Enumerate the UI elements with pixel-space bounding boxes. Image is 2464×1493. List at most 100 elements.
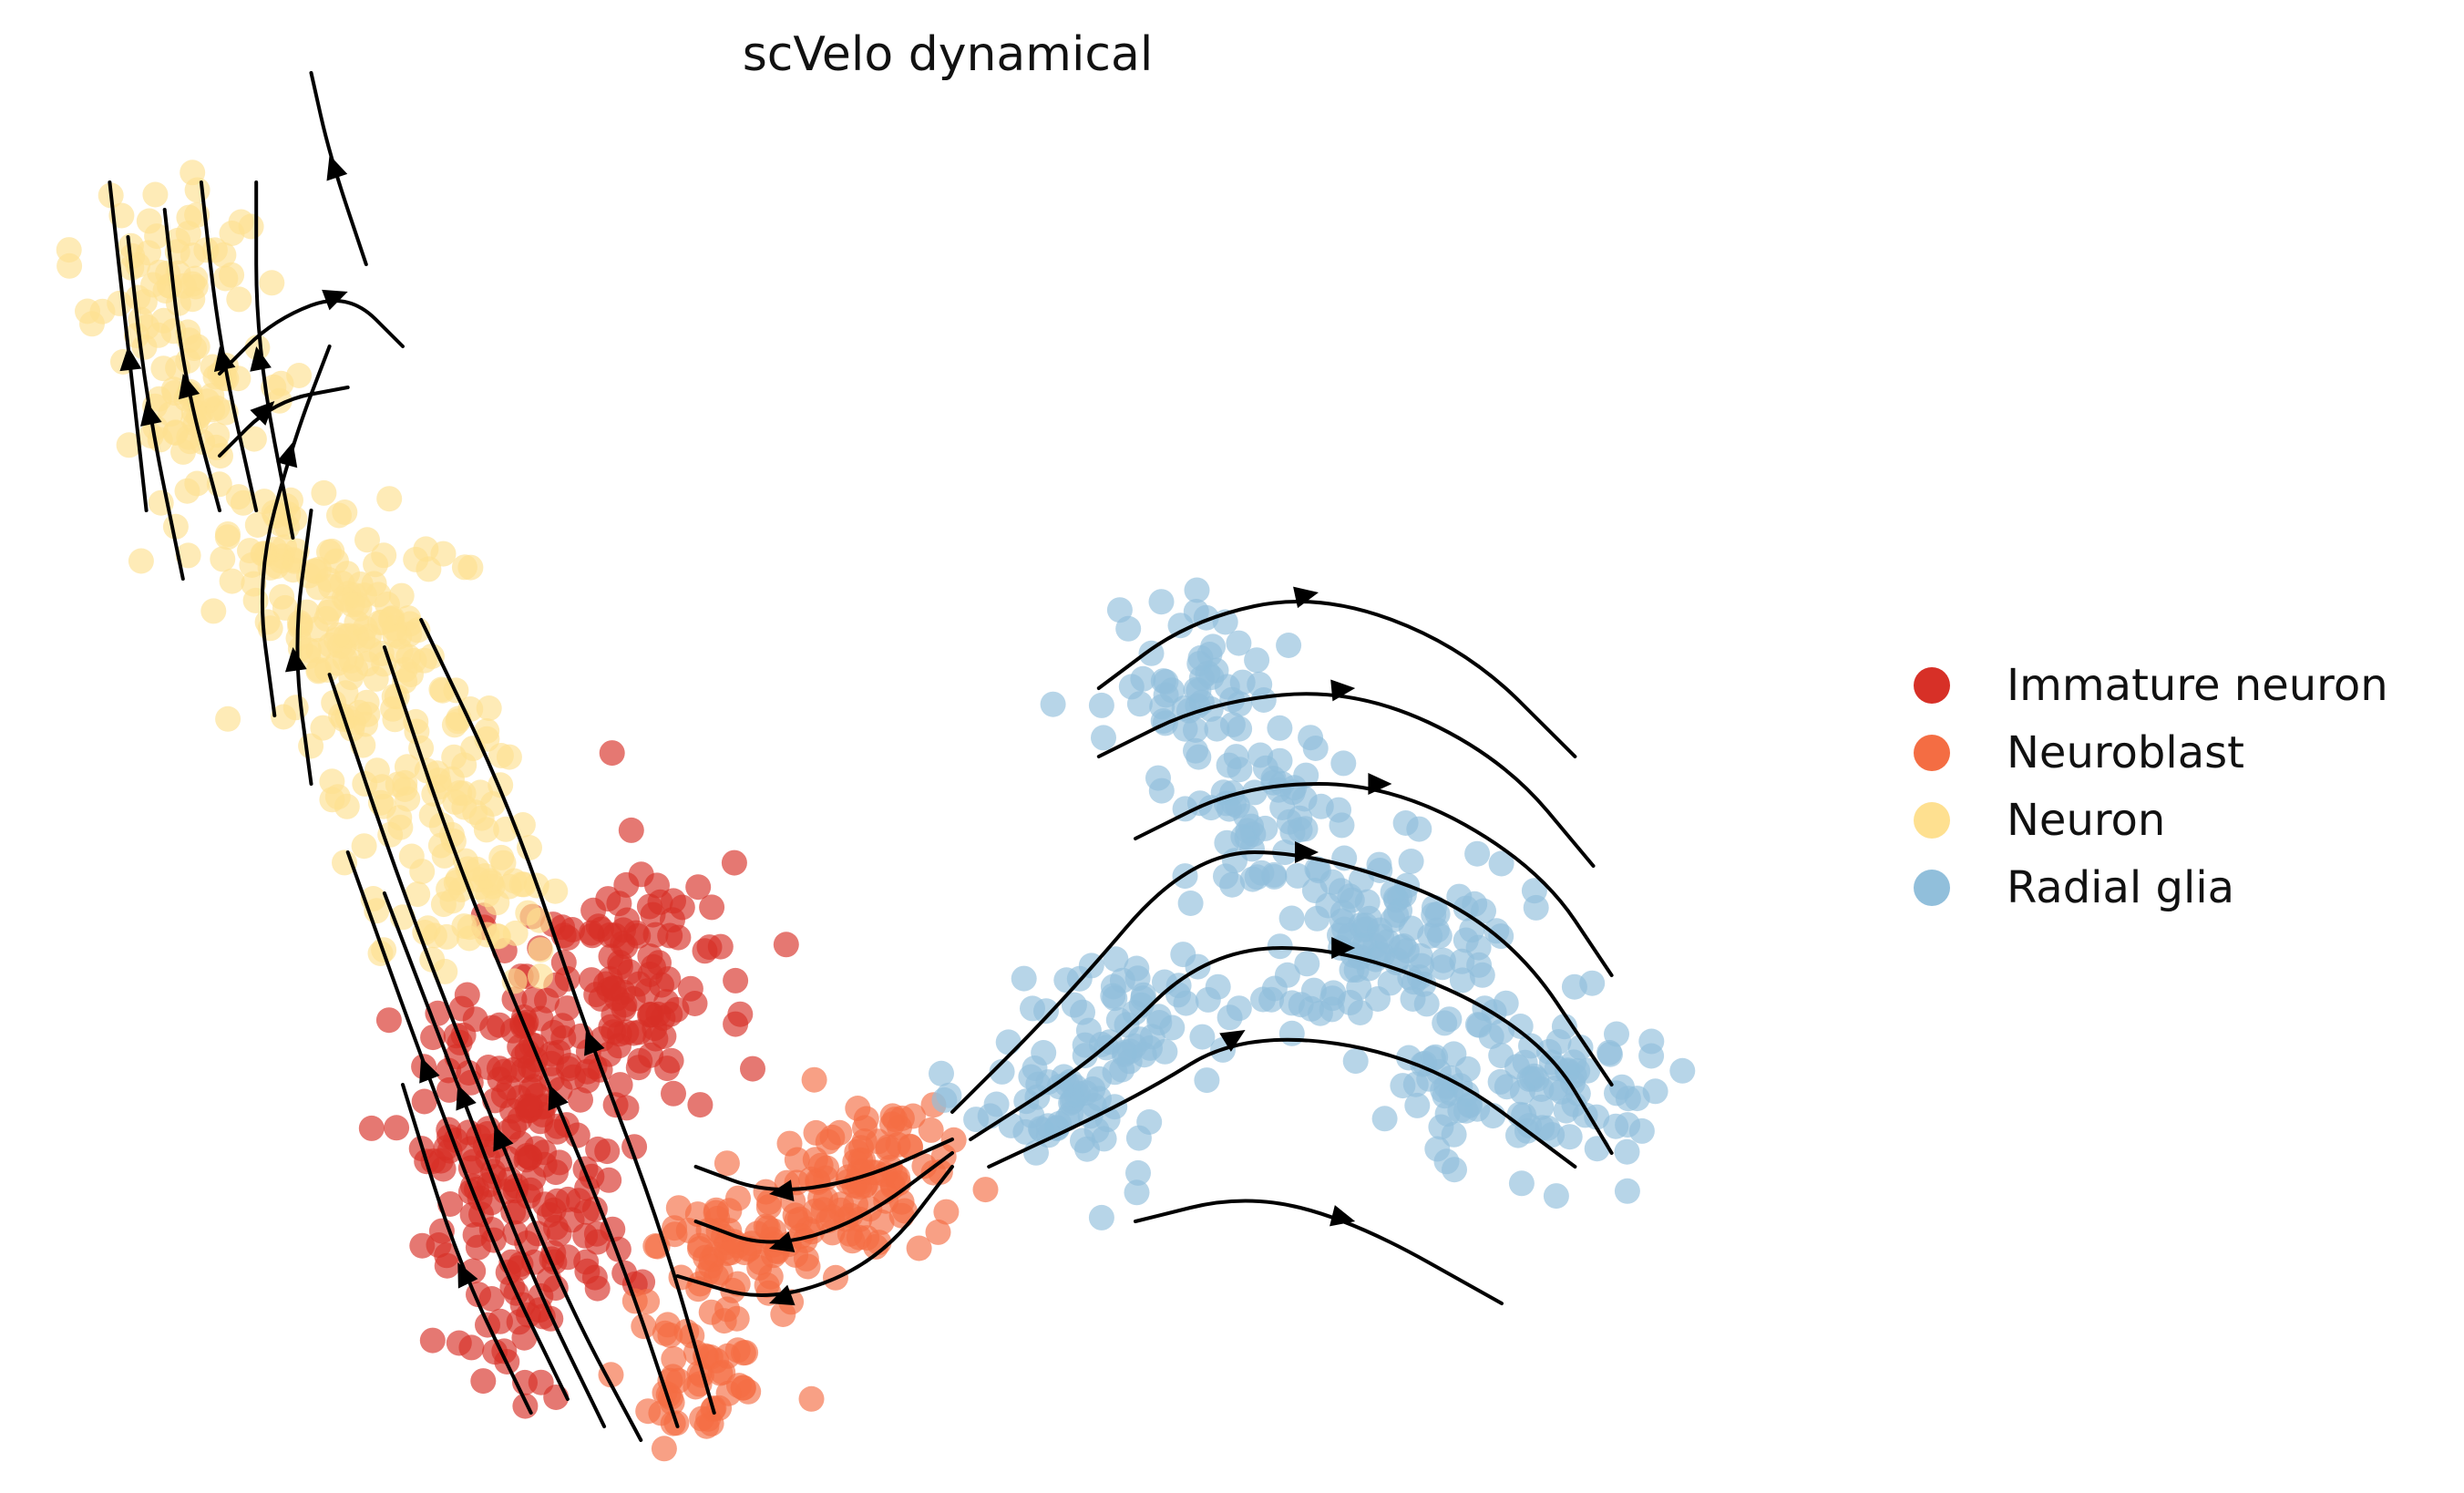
arrowhead-icon — [493, 1126, 514, 1152]
data-point — [983, 1091, 1010, 1117]
data-point — [1183, 737, 1208, 764]
data-point — [707, 933, 734, 960]
data-point — [623, 920, 649, 946]
data-point — [661, 1080, 686, 1107]
data-point — [1124, 1179, 1150, 1206]
data-point — [1424, 1136, 1451, 1162]
data-point — [1070, 1127, 1095, 1154]
legend-item: Radial glia — [1914, 854, 2388, 922]
streamline — [345, 850, 570, 1401]
data-point — [1300, 977, 1327, 1004]
data-point — [419, 1327, 446, 1354]
data-point — [815, 1128, 841, 1155]
chart-title: scVelo dynamical — [742, 27, 1154, 82]
data-point — [442, 788, 468, 815]
data-point — [155, 260, 181, 286]
data-point — [1217, 796, 1242, 822]
data-point — [128, 548, 154, 574]
data-point — [634, 1289, 661, 1314]
data-point — [451, 554, 477, 581]
data-point — [1628, 1117, 1655, 1144]
arrowhead-icon — [178, 374, 200, 400]
data-point — [429, 677, 456, 704]
data-point — [555, 1186, 581, 1212]
data-point — [353, 711, 378, 737]
data-point — [906, 1235, 932, 1261]
data-point — [215, 705, 241, 732]
streamline — [1096, 600, 1577, 758]
data-point — [1669, 1057, 1696, 1084]
data-point — [1073, 1080, 1099, 1106]
streamline — [693, 1151, 954, 1244]
arrowhead-icon — [769, 1284, 796, 1306]
data-point — [687, 1092, 714, 1118]
data-point — [241, 426, 267, 452]
data-point — [1604, 1021, 1629, 1047]
data-point — [354, 527, 380, 553]
data-point — [1556, 1124, 1583, 1150]
data-point — [333, 623, 359, 649]
streamline — [218, 299, 405, 376]
data-point — [363, 551, 389, 578]
data-point — [542, 1214, 569, 1241]
legend-label: Neuron — [2007, 795, 2166, 846]
data-point — [1457, 1093, 1483, 1118]
data-point — [1430, 947, 1456, 973]
data-point — [727, 1001, 754, 1027]
data-point — [482, 1339, 508, 1365]
data-point — [1125, 1159, 1151, 1186]
arrowhead-icon — [769, 1179, 795, 1202]
data-point — [125, 284, 151, 311]
data-point — [1380, 879, 1406, 905]
data-point — [219, 568, 245, 594]
data-point — [1362, 932, 1389, 959]
legend-label: Neuroblast — [2007, 727, 2244, 778]
data-point — [1488, 1043, 1514, 1068]
streamline — [419, 618, 716, 1415]
data-point — [1624, 1086, 1650, 1112]
data-point — [252, 489, 277, 515]
data-point — [165, 290, 191, 316]
data-point — [618, 817, 644, 843]
data-point — [381, 615, 407, 642]
data-point — [740, 1055, 765, 1082]
streamline — [108, 180, 149, 512]
data-point — [462, 1221, 488, 1248]
data-point — [606, 891, 632, 917]
data-point — [554, 995, 580, 1022]
data-point — [1565, 1057, 1591, 1084]
data-point — [1114, 1012, 1140, 1038]
data-point — [136, 208, 162, 234]
data-point — [721, 849, 747, 876]
data-point — [1091, 725, 1116, 751]
data-point — [685, 874, 712, 901]
data-point — [660, 1364, 686, 1390]
data-point — [405, 881, 431, 908]
data-point — [714, 1150, 740, 1177]
data-point — [430, 541, 457, 567]
data-point — [420, 1025, 447, 1051]
series-neuroblast — [598, 1066, 999, 1462]
streamline — [382, 891, 607, 1428]
data-point — [517, 835, 542, 860]
data-point — [634, 978, 661, 1004]
data-point — [528, 937, 554, 963]
data-point — [500, 1199, 527, 1225]
arrowhead-icon — [140, 401, 162, 427]
data-point — [1183, 599, 1209, 624]
data-point — [1188, 665, 1215, 691]
data-point — [933, 1199, 960, 1225]
data-point — [1584, 1136, 1610, 1162]
data-point — [251, 541, 277, 567]
data-point — [1441, 1041, 1467, 1067]
streamline — [693, 1138, 954, 1191]
data-point — [200, 598, 227, 624]
data-point — [259, 270, 285, 296]
data-point — [542, 878, 569, 904]
data-point — [714, 1296, 741, 1323]
data-point — [1413, 991, 1440, 1017]
data-point — [1148, 589, 1175, 615]
data-point — [644, 872, 670, 899]
data-point — [1187, 644, 1214, 671]
